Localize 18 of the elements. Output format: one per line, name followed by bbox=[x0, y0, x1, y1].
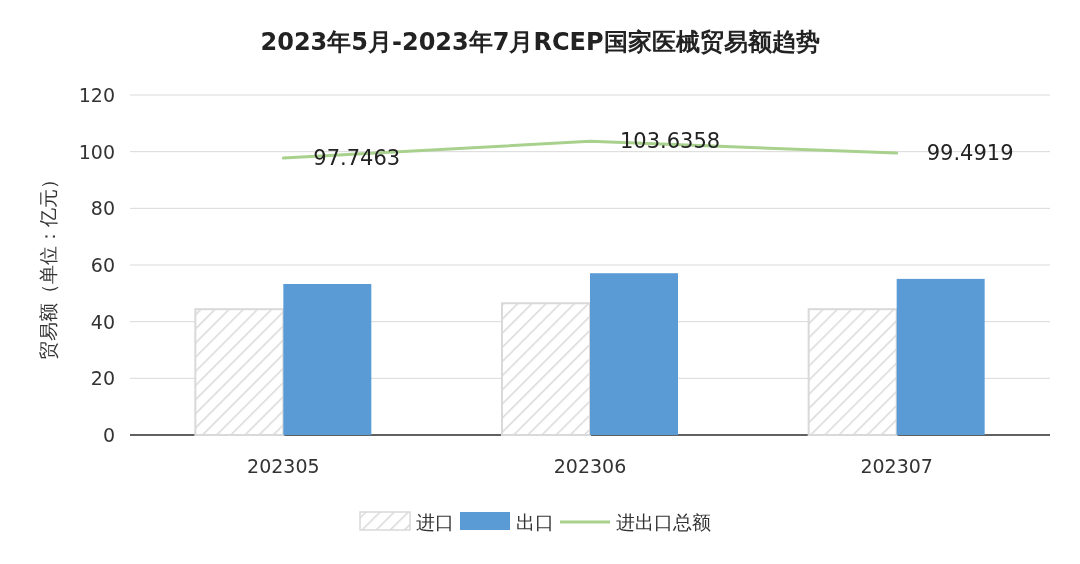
chart-title: 2023年5月-2023年7月RCEP国家医械贸易额趋势 bbox=[260, 28, 820, 56]
x-tick-label: 202305 bbox=[247, 455, 320, 477]
data-label: 99.4919 bbox=[926, 141, 1014, 166]
data-label: 103.6358 bbox=[620, 129, 721, 154]
y-tick-label: 40 bbox=[90, 310, 115, 333]
y-tick-label: 120 bbox=[78, 84, 115, 106]
y-tick-label: 20 bbox=[90, 367, 115, 390]
legend-label: 进口 bbox=[416, 511, 454, 533]
y-axis-title: 贸易额（单位：亿元） bbox=[37, 170, 59, 360]
x-tick-label: 202307 bbox=[860, 455, 933, 477]
legend-label: 进出口总额 bbox=[616, 511, 711, 533]
data-label: 97.7463 bbox=[313, 146, 401, 171]
x-tick-label: 202306 bbox=[553, 455, 627, 477]
y-tick-label: 100 bbox=[78, 140, 115, 163]
legend-label: 出口 bbox=[516, 511, 554, 533]
y-tick-label: 0 bbox=[102, 424, 115, 446]
y-tick-label: 80 bbox=[90, 197, 115, 220]
y-tick-label: 60 bbox=[90, 254, 115, 276]
